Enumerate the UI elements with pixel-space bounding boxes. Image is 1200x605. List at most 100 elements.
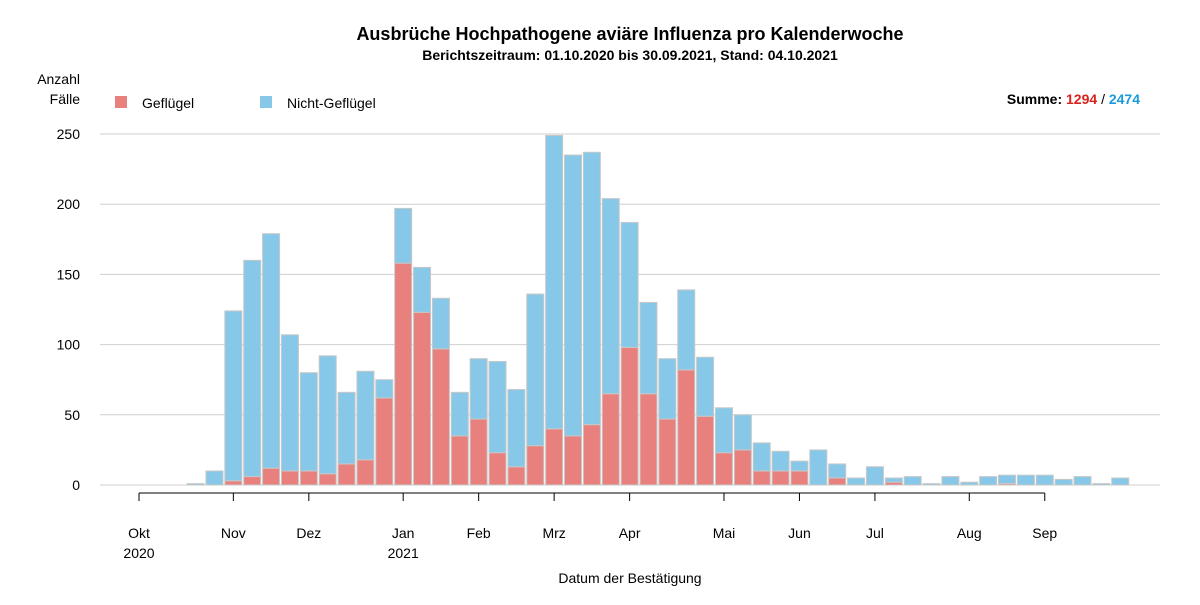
x-tick-label: Jan 2021 — [388, 525, 419, 561]
bar-segment — [526, 293, 545, 447]
bar-segment — [582, 151, 601, 426]
x-axis-label: Datum der Bestätigung — [558, 570, 701, 586]
bar-segment — [224, 480, 243, 486]
bar-segment — [696, 356, 715, 417]
bar-segment — [564, 154, 583, 437]
bar-segment — [960, 481, 979, 486]
bar-segment — [299, 372, 318, 472]
bar-segment — [413, 311, 432, 486]
bar-segment — [658, 418, 677, 486]
bar-segment — [790, 470, 809, 486]
bar-segment — [979, 476, 998, 486]
bar-segment — [809, 449, 828, 486]
bar-segment — [507, 466, 526, 486]
x-tick-label: Mrz — [542, 525, 565, 541]
bar-segment — [733, 414, 752, 451]
bar-segment — [828, 463, 847, 479]
bar-segment — [658, 358, 677, 420]
bar-segment — [677, 369, 696, 486]
y-tick-label: 200 — [57, 196, 81, 212]
chart-subtitle: Berichtszeitraum: 01.10.2020 bis 30.09.2… — [422, 47, 838, 63]
bar-segment — [299, 470, 318, 486]
bar-segment — [469, 418, 488, 486]
x-tick-label: Dez — [296, 525, 321, 541]
bar-segment — [375, 379, 394, 399]
x-tick-label: Sep — [1032, 525, 1057, 541]
bar-segment — [677, 289, 696, 371]
x-tick-label: Aug — [957, 525, 982, 541]
summary: Summe: 1294 / 2474 — [1007, 91, 1140, 107]
bar-segment — [507, 389, 526, 468]
bar-segment — [1054, 478, 1073, 486]
bar-segment — [318, 355, 337, 475]
bar-segment — [262, 233, 281, 469]
bar-segment — [941, 476, 960, 486]
bar-segment — [752, 442, 771, 472]
summary-value: 2474 — [1109, 91, 1140, 107]
bar-segment — [922, 483, 941, 486]
bar-segment — [1092, 483, 1111, 486]
summary-separator: / — [1101, 91, 1105, 107]
bar-segment — [205, 470, 224, 486]
bar-segment — [337, 391, 356, 465]
legend-swatch — [115, 96, 127, 108]
bar-segment — [356, 370, 375, 461]
y-tick-label: 50 — [64, 407, 80, 423]
bar-segment — [262, 467, 281, 486]
bar-segment — [884, 477, 903, 483]
bar-segment — [903, 476, 922, 486]
y-tick-label: 100 — [57, 337, 81, 353]
legend-label: Nicht-Geflügel — [287, 95, 376, 111]
x-tick-label: Apr — [619, 525, 641, 541]
bar-segment — [431, 348, 450, 486]
summary-label: Summe: — [1007, 91, 1062, 107]
summary-value: 1294 — [1066, 91, 1097, 107]
bar-segment — [828, 477, 847, 486]
bar-segment — [771, 470, 790, 486]
y-tick-label: 250 — [57, 126, 81, 142]
bar-segment — [488, 452, 507, 486]
x-tick-label: Jul — [866, 525, 884, 541]
bar-segment — [752, 470, 771, 486]
bar-segment — [714, 452, 733, 486]
bar-segment — [639, 301, 658, 395]
bar-segment — [488, 360, 507, 454]
bar-segment — [1035, 474, 1054, 486]
bar-segment — [280, 470, 299, 486]
bar-segment — [582, 424, 601, 486]
bar-segment — [224, 310, 243, 482]
bar-segment — [469, 358, 488, 420]
bar-segment — [998, 474, 1017, 485]
bar-segment — [186, 483, 205, 486]
legend-swatch — [260, 96, 272, 108]
bar-segment — [865, 466, 884, 486]
bar-segment — [450, 435, 469, 486]
bar-segment — [1073, 476, 1092, 486]
bar-segment — [413, 266, 432, 313]
bar-segment — [601, 198, 620, 395]
bar-segment — [243, 259, 262, 478]
x-tick-label: Feb — [467, 525, 491, 541]
bar-segment — [601, 393, 620, 486]
y-axis-label: Anzahl Fälle — [37, 71, 80, 107]
bar-segment — [450, 391, 469, 437]
bar-segment — [1016, 474, 1035, 486]
bar-segment — [639, 393, 658, 486]
y-tick-label: 0 — [72, 477, 80, 493]
bar-segment — [337, 463, 356, 486]
bar-segment — [375, 397, 394, 486]
bar-segment — [847, 477, 866, 486]
bar-segment — [545, 428, 564, 486]
x-tick-label: Nov — [221, 525, 246, 541]
bar-segment — [564, 435, 583, 486]
bar-segment — [1111, 477, 1130, 486]
bar-segment — [790, 460, 809, 472]
bar-segment — [526, 445, 545, 486]
bar-segment — [394, 262, 413, 486]
y-tick-label: 150 — [57, 266, 81, 282]
bar-segment — [620, 346, 639, 486]
x-tick-label: Mai — [713, 525, 736, 541]
bar-segment — [696, 415, 715, 486]
bar-segment — [394, 207, 413, 264]
